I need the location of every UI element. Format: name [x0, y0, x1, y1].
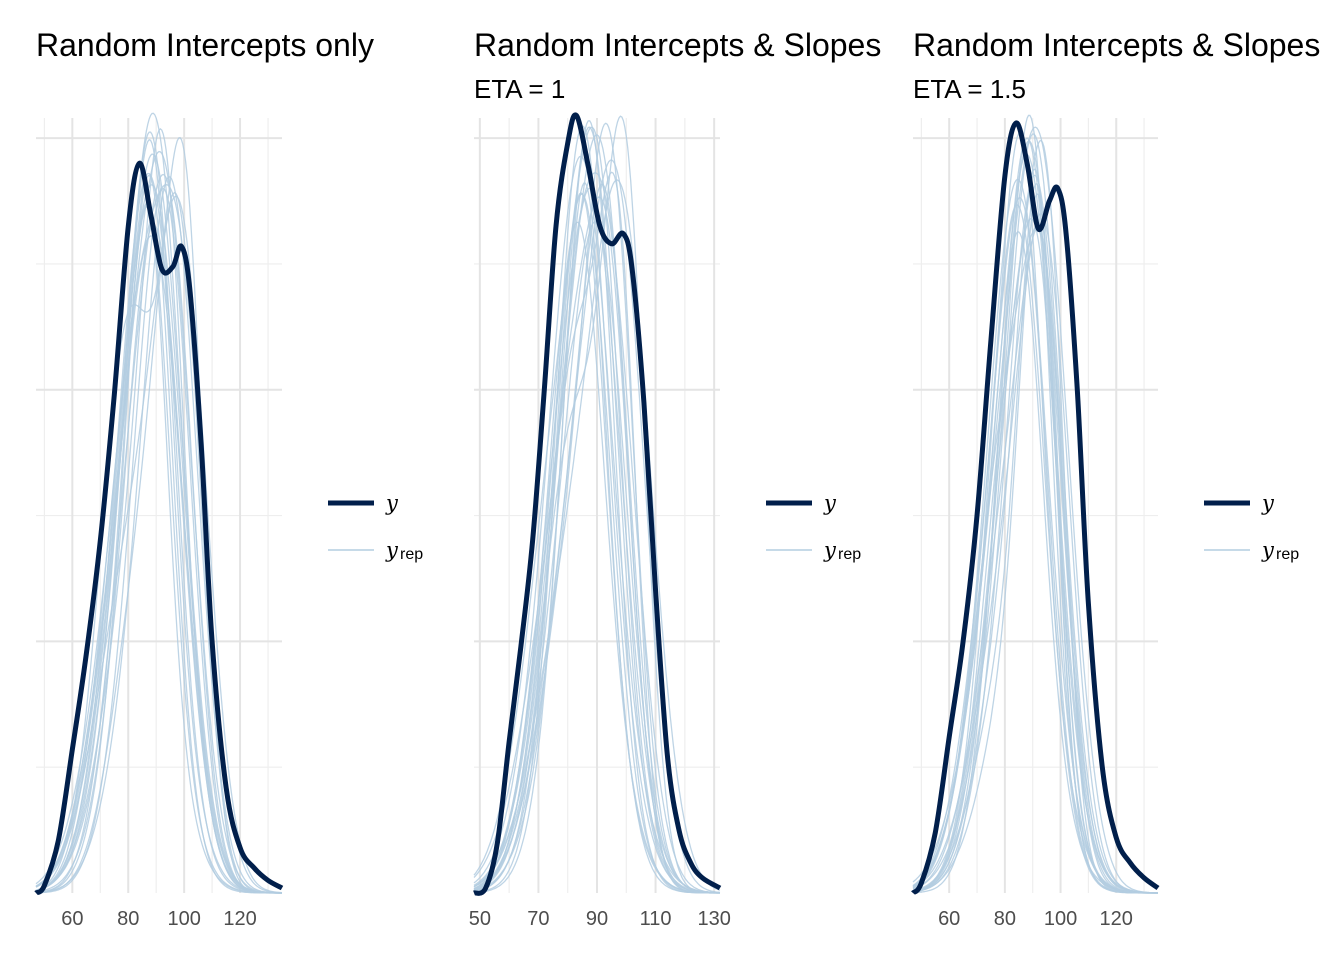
panel-3: Random Intercepts & Slopes ETA = 1.5 60 8… — [911, 27, 1320, 930]
legend-label-y: y — [823, 491, 837, 515]
panel-subtitle: ETA = 1 — [474, 74, 565, 104]
legend: yy rep — [766, 491, 861, 563]
yrep-series-line — [473, 193, 721, 894]
y-series-line — [911, 120, 1160, 895]
yrep-series-line — [473, 179, 721, 891]
panel-title: Random Intercepts only — [36, 27, 374, 63]
legend: yy rep — [1204, 491, 1299, 563]
yrep-series-line — [473, 126, 720, 894]
x-tick-label: 100 — [167, 908, 200, 930]
yrep-series-line — [36, 187, 282, 894]
y-series-line — [34, 160, 284, 896]
yrep-series-line — [36, 176, 282, 894]
yrep-series-line — [912, 137, 1158, 894]
yrep-series-line — [35, 172, 282, 894]
yrep-series-line — [912, 140, 1158, 894]
panel-title: Random Intercepts & Slopes — [474, 27, 881, 63]
x-tick-labels: 60 80 100 120 — [61, 908, 257, 930]
legend-label-yrep-subscript: rep — [1276, 546, 1299, 563]
legend-label-yrep: y — [823, 538, 837, 562]
x-tick-label: 100 — [1044, 908, 1077, 930]
x-tick-label: 70 — [527, 908, 549, 930]
legend: yy rep — [328, 491, 423, 563]
panel-2: Random Intercepts & Slopes ETA = 1 50 70 9… — [469, 27, 882, 930]
yrep-series-line — [35, 184, 283, 894]
plot-area — [911, 114, 1160, 895]
yrep-series-line — [473, 155, 721, 894]
x-tick-label: 90 — [586, 908, 608, 930]
x-tick-label: 130 — [697, 908, 730, 930]
legend-label-yrep-subscript: rep — [400, 546, 423, 563]
x-tick-label: 60 — [938, 908, 960, 930]
plot-area — [34, 112, 284, 896]
x-tick-label: 50 — [469, 908, 491, 930]
x-tick-label: 120 — [223, 908, 256, 930]
x-tick-label: 110 — [640, 908, 672, 930]
x-tick-label: 80 — [117, 908, 139, 930]
yrep-series-line — [912, 231, 1158, 894]
legend-label-y: y — [385, 491, 399, 515]
yrep-series-line — [35, 136, 282, 894]
x-tick-label: 120 — [1100, 908, 1133, 930]
x-tick-labels: 60 80 100 120 — [938, 908, 1133, 930]
legend-label-yrep: y — [385, 538, 399, 562]
x-tick-labels: 50 70 90 110 130 — [469, 908, 731, 930]
panel-title: Random Intercepts & Slopes — [913, 27, 1320, 63]
plot-area — [473, 112, 722, 896]
yrep-series-line — [912, 174, 1158, 894]
yrep-series-line — [473, 120, 720, 894]
legend-label-y: y — [1261, 491, 1275, 515]
yrep-series-line — [473, 172, 721, 894]
yrep-series-line — [35, 150, 282, 894]
yrep-series-line — [35, 112, 282, 894]
x-tick-label: 60 — [61, 908, 83, 930]
yrep-series-line — [912, 133, 1158, 894]
x-tick-label: 80 — [994, 908, 1016, 930]
panel-1: Random Intercepts only 60 80 100 120 yy rep — [34, 27, 423, 930]
panel-subtitle: ETA = 1.5 — [913, 74, 1026, 104]
legend-label-yrep: y — [1261, 538, 1275, 562]
y-series-line — [473, 112, 722, 896]
legend-label-yrep-subscript: rep — [838, 546, 861, 563]
